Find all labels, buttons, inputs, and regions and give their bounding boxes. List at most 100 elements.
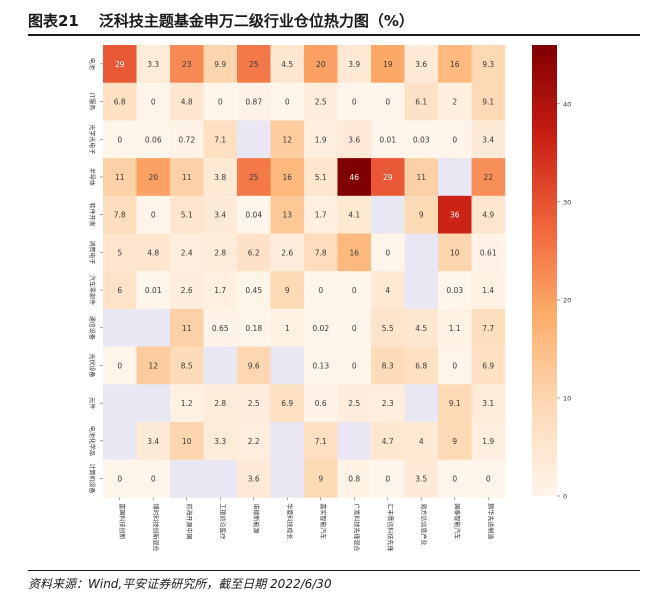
cell-value-label: 4 [385,286,390,295]
cell-value-label: 4.8 [181,98,193,107]
row-label: 计算机设备 [88,464,96,494]
heatmap-cell [203,384,238,423]
cell-value-label: 3.8 [214,173,226,182]
cell-value-label: 0 [452,135,457,144]
heatmap-cell [337,45,372,83]
cell-value-label: 23 [182,60,192,69]
heatmap-cell [136,271,171,310]
cell-value-label: 3.6 [348,135,360,144]
cell-value-label: 4.5 [281,60,293,69]
heatmap-cell [170,233,204,272]
cell-value-label: 4.9 [482,211,494,220]
heatmap-cell [237,195,271,234]
heatmap-cell [371,271,405,310]
heatmap-cell [237,271,271,310]
heatmap-cell [304,45,338,83]
heatmap-cell [438,120,472,159]
heatmap-cell [304,459,338,498]
heatmap-cell [136,158,171,197]
heatmap-cell [136,384,171,423]
heatmap-cell [438,271,472,310]
heatmap-cell [337,158,372,197]
cell-value-label: 0 [385,475,390,484]
cell-value-label: 0 [151,98,156,107]
cell-value-label: 25 [249,173,259,182]
heatmap-cell [103,45,137,83]
cell-value-label: 11 [182,173,192,182]
heatmap-cell [471,346,506,385]
heatmap-cell [270,384,305,423]
cell-value-label: 0.01 [145,286,162,295]
heatmap-cell [438,158,472,197]
cell-value-label: 10 [182,437,192,446]
heatmap-cell [337,422,372,460]
heatmap-cell [371,82,405,121]
heatmap-cell [270,422,305,460]
heatmap-cell [270,346,305,385]
heatmap-cell [170,45,204,83]
heatmap-cell [404,233,439,272]
heatmap-cell [337,195,372,234]
heatmap-cell [337,271,372,310]
cell-value-label: 9.1 [482,98,494,107]
row-label: IT服务 [88,93,96,110]
cell-value-label: 0 [385,248,390,257]
heatmap-cell [404,384,439,423]
cell-value-label: 0 [117,361,122,370]
cell-value-label: 6.9 [482,361,494,370]
cell-value-label: 16 [282,173,292,182]
cell-value-label: 0 [151,211,156,220]
cell-value-label: 0 [352,286,357,295]
heatmap-cell [304,271,338,310]
heatmap-cell [404,308,439,347]
cell-value-label: 5.1 [315,173,327,182]
heatmap-cell [371,308,405,347]
cell-value-label: 7.8 [315,248,327,257]
cell-value-label: 6.8 [114,98,126,107]
cell-value-label: 22 [483,173,493,182]
cell-value-label: 29 [115,60,125,69]
heatmap-cell [103,422,137,460]
heatmap-cell [270,82,305,121]
heatmap-cell [438,459,472,498]
cell-value-label: 3.3 [214,437,226,446]
cell-value-label: 2.3 [382,399,394,408]
heatmap-cell [471,271,506,310]
column-label: 富国科技创新 [118,503,126,539]
heatmap-cell [371,346,405,385]
heatmap-cell [170,308,204,347]
heatmap-cell [203,45,238,83]
cell-value-label: 4.5 [415,324,427,333]
row-label: 元件 [88,397,96,409]
heatmap-cell [471,422,506,460]
heatmap-cell [136,195,171,234]
cell-value-label: 9.3 [482,60,494,69]
cell-value-label: 2.6 [181,286,193,295]
source-rule [28,570,640,571]
heatmap-cell [203,158,238,197]
heatmap-cell [404,195,439,234]
cell-value-label: 4.7 [382,437,394,446]
heatmap-cell [438,384,472,423]
heatmap-cell [270,233,305,272]
heatmap-cell [237,346,271,385]
heatmap-cell [471,233,506,272]
heatmap-cell [170,82,204,121]
cell-value-label: 0 [285,98,290,107]
heatmap-cell [304,422,338,460]
cell-value-label: 16 [450,60,460,69]
heatmap-cell [438,233,472,272]
column-label: 华夏科技成长 [285,503,293,539]
cell-value-label: 0 [352,324,357,333]
cell-value-label: 9 [452,437,457,446]
cell-value-label: 0 [385,98,390,107]
cell-value-label: 2.5 [248,399,260,408]
row-label: 光学光电子 [88,124,96,154]
heatmap-cell [471,158,506,197]
heatmap-cell [136,308,171,347]
heatmap-cell [304,346,338,385]
colorbar: 0 10 20 30 40 [532,45,571,501]
cell-value-label: 11 [115,173,125,182]
heatmap-cell [371,45,405,83]
heatmap-cell [103,271,137,310]
